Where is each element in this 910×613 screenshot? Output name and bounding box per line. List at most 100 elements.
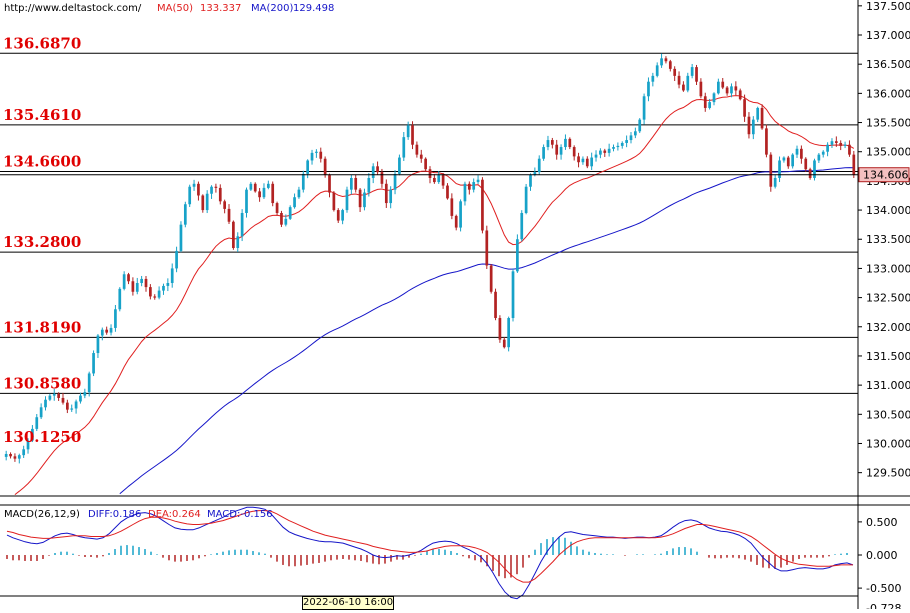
candle-body: [433, 177, 436, 183]
candle-body: [92, 353, 95, 374]
candle-body: [376, 166, 379, 173]
candle-body: [712, 93, 716, 103]
candle-body: [87, 373, 91, 393]
candle-body: [271, 183, 275, 204]
candle-body: [210, 186, 213, 194]
candle-body: [629, 135, 633, 141]
candle-body: [310, 152, 314, 161]
candle-body: [74, 401, 78, 409]
candle-body: [236, 236, 240, 248]
candle-body: [179, 224, 183, 251]
candle-body: [332, 192, 336, 211]
source-url: http://www.deltastock.com/: [4, 3, 142, 14]
candle-body: [677, 75, 681, 85]
price-tick-label: 136.000: [866, 87, 910, 100]
candle-body: [393, 173, 397, 190]
candle-body: [253, 183, 257, 192]
candle-body: [647, 81, 650, 97]
candle-body: [402, 137, 406, 158]
candle-body: [673, 68, 677, 76]
candle-body: [599, 150, 602, 155]
candle-body: [834, 141, 838, 143]
candle-body: [603, 150, 607, 153]
candle-body: [140, 278, 143, 284]
candle-body: [153, 296, 157, 298]
candle-body: [638, 119, 642, 132]
candle-body: [625, 140, 628, 143]
level-labels-group: 136.6870 135.4610 134.6600 133.2800 131.8190…: [3, 34, 81, 446]
candle-body: [546, 140, 550, 148]
candle-body: [197, 183, 200, 196]
candle-body: [830, 141, 834, 145]
chart-frame: [0, 495, 910, 597]
candle-body: [738, 90, 742, 100]
candle-body: [39, 407, 43, 418]
candle-body: [800, 148, 803, 159]
candle-body: [813, 160, 816, 178]
candle-body: [100, 329, 104, 336]
candle-body: [699, 81, 703, 97]
candle-body: [175, 250, 178, 269]
candle-body: [612, 147, 615, 149]
candle-body: [389, 189, 393, 204]
candle-body: [760, 107, 764, 129]
candle-body: [620, 142, 624, 146]
candle-body: [446, 185, 449, 199]
candle-body: [249, 183, 253, 190]
candle-body: [328, 175, 331, 193]
candle-body: [223, 201, 227, 209]
candle-body: [323, 158, 327, 176]
candle-body: [258, 191, 261, 198]
candle-body: [682, 84, 685, 91]
candle-body: [708, 102, 711, 108]
candle-body: [817, 154, 821, 161]
candle-body: [572, 147, 576, 157]
candle-body: [751, 119, 755, 135]
candle-body: [122, 274, 126, 289]
candle-body: [481, 179, 484, 231]
candle-body: [232, 221, 235, 248]
price-tick-label: 137.500: [866, 0, 910, 13]
candle-body: [214, 186, 218, 188]
candle-body: [336, 210, 340, 221]
candle-body: [354, 177, 358, 190]
macd-tick-label: -0.500: [866, 582, 901, 595]
candles-group: [4, 53, 856, 464]
candle-body: [730, 86, 733, 94]
candle-body: [791, 154, 795, 167]
candle-body: [183, 204, 187, 225]
candle-body: [852, 154, 856, 176]
price-tick-label: 131.500: [866, 350, 910, 363]
candle-body: [280, 212, 283, 225]
candle-body: [524, 186, 528, 213]
candle-body: [437, 175, 441, 183]
candle-body: [717, 81, 720, 94]
candle-body: [144, 278, 148, 288]
candle-body: [371, 166, 375, 178]
level-label: 133.2800: [3, 233, 81, 251]
candle-body: [9, 453, 12, 457]
candle-body: [459, 201, 462, 228]
price-tick-label: 133.500: [866, 233, 910, 246]
candle-body: [590, 157, 594, 167]
candle-body: [57, 393, 60, 398]
candle-body: [843, 144, 847, 146]
ma200-label: MA(200): [251, 3, 294, 14]
candle-body: [201, 195, 205, 211]
candle-body: [450, 198, 454, 216]
candle-body: [166, 283, 170, 286]
ma50-value: 133.337: [200, 3, 242, 14]
candle-body: [288, 207, 292, 219]
candle-body: [83, 392, 87, 396]
candle-body: [424, 158, 427, 170]
candle-body: [192, 183, 196, 187]
candle-body: [616, 145, 620, 148]
candle-body: [157, 290, 161, 298]
macd-name: MACD(26,12,9): [4, 509, 80, 520]
candle-body: [529, 175, 532, 187]
candle-body: [633, 131, 637, 136]
candle-body: [476, 179, 480, 183]
